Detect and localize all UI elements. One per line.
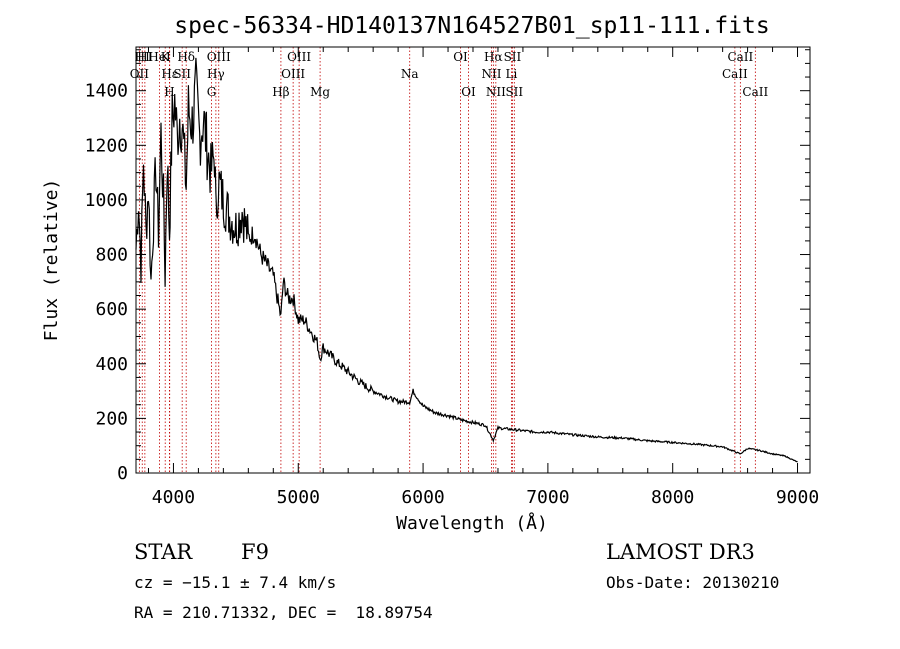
line-label-5: K [161, 50, 171, 64]
line-label-3: HeI [148, 50, 171, 64]
line-label-9: OIII [207, 50, 231, 64]
x-tick-label-0: 4000 [152, 487, 195, 508]
line-label-13: OIII [287, 50, 311, 64]
line-label-16: Na [401, 67, 419, 81]
line-label-20: SII [504, 50, 522, 64]
radial-velocity: cz = −15.1 ± 7.4 km/s [134, 573, 337, 592]
y-axis-label: Flux (relative) [41, 179, 62, 342]
plot-frame [135, 46, 811, 474]
line-label-19: Hα [484, 50, 503, 64]
line-label-21: NII [481, 67, 501, 81]
coordinates: RA = 210.71332, DEC = 18.89754 [134, 603, 433, 622]
x-axis-label: Wavelength (Å) [396, 512, 548, 534]
line-label-4: Hε [161, 67, 178, 81]
spectrum-line [135, 57, 798, 463]
line-label-17: OI [453, 50, 468, 64]
line-label-27: CaII [742, 85, 768, 99]
x-tick-label-2: 6000 [401, 487, 444, 508]
line-label-22: Li [506, 67, 518, 81]
x-tick-label-5: 9000 [776, 487, 819, 508]
y-tick-label-3: 600 [95, 299, 128, 320]
spectral-line-markers [138, 47, 756, 473]
line-label-23: NII [486, 85, 506, 99]
line-label-6: H [164, 85, 174, 99]
line-label-1: HI [137, 50, 152, 64]
line-label-25: CaII [727, 50, 753, 64]
x-tick-label-3: 7000 [526, 487, 569, 508]
line-label-26: CaII [722, 67, 748, 81]
object-subclass: F9 [241, 540, 269, 564]
line-label-0: HI [135, 50, 150, 64]
y-axis-ticks: 0 200 400 600 800 1000 1200 1400 [85, 49, 810, 484]
line-label-2: OII [130, 67, 150, 81]
y-tick-label-1: 200 [95, 408, 128, 429]
line-label-11: G [207, 85, 217, 99]
line-label-8: Hδ [177, 50, 195, 64]
y-tick-label-4: 800 [95, 245, 128, 266]
line-label-24: SII [505, 85, 523, 99]
line-label-12: Hβ [272, 85, 289, 99]
y-tick-label-7: 1400 [85, 81, 128, 102]
x-axis-ticks: 4000 5000 6000 7000 8000 9000 [147, 47, 819, 508]
chart-title: spec-56334-HD140137N164527B01_sp11-111.f… [174, 13, 769, 39]
x-tick-label-1: 5000 [277, 487, 320, 508]
survey-name: LAMOST DR3 [606, 540, 755, 564]
y-tick-label-0: 0 [117, 463, 128, 484]
line-label-15: Mg [310, 85, 330, 99]
y-tick-label-6: 1200 [85, 135, 128, 156]
line-label-10: Hγ [207, 67, 225, 81]
y-tick-label-5: 1000 [85, 190, 128, 211]
observation-date: Obs-Date: 20130210 [606, 573, 780, 592]
line-label-18: OI [461, 85, 476, 99]
x-tick-label-4: 8000 [651, 487, 694, 508]
line-label-7: SII [173, 67, 191, 81]
y-tick-label-2: 400 [95, 354, 128, 375]
line-label-14: OIII [281, 67, 305, 81]
object-class: STAR [134, 540, 193, 564]
